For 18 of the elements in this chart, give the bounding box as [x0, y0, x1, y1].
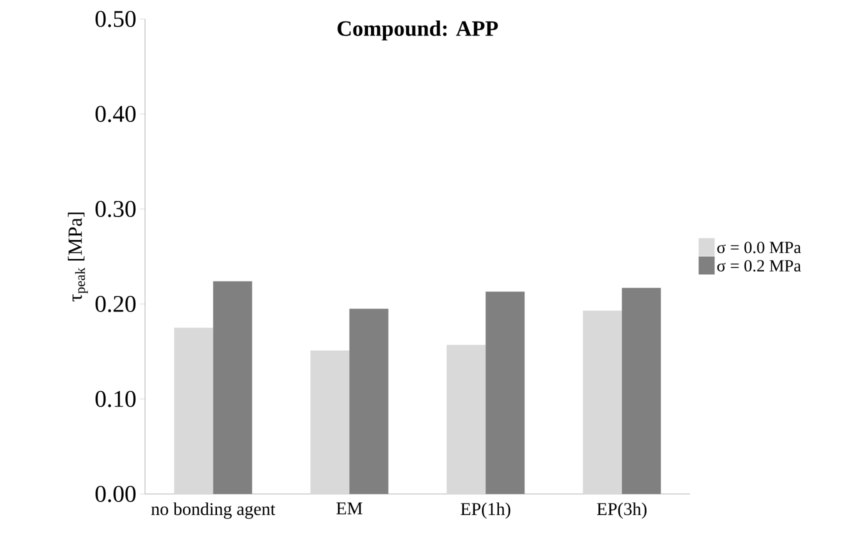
bar: [310, 350, 350, 494]
x-tick-label: EM: [336, 502, 362, 514]
bar: [446, 344, 486, 494]
y-tick-label: 0.40: [96, 106, 136, 122]
legend-label: σ = 0.0 MPa: [717, 242, 801, 254]
bar: [582, 310, 622, 494]
chart-title: Compound: APP: [338, 20, 498, 40]
y-axis-title: τ$_{peak}$ [MPa]: [68, 212, 88, 302]
x-tick-label: EP(3h): [596, 502, 646, 519]
y-tick-label: 0.10: [96, 390, 136, 408]
y-tick-label: 0.30: [96, 200, 136, 218]
y-tick-label: 0.20: [96, 296, 136, 312]
y-tick-label: 0.50: [96, 10, 136, 28]
x-tick-label: EP(1h): [460, 502, 510, 519]
bar: [174, 328, 214, 494]
x-tick-label: no bonding agent: [151, 502, 276, 519]
y-tick-label: 0.00: [96, 486, 136, 502]
legend-label: σ = 0.2 MPa: [717, 260, 801, 272]
